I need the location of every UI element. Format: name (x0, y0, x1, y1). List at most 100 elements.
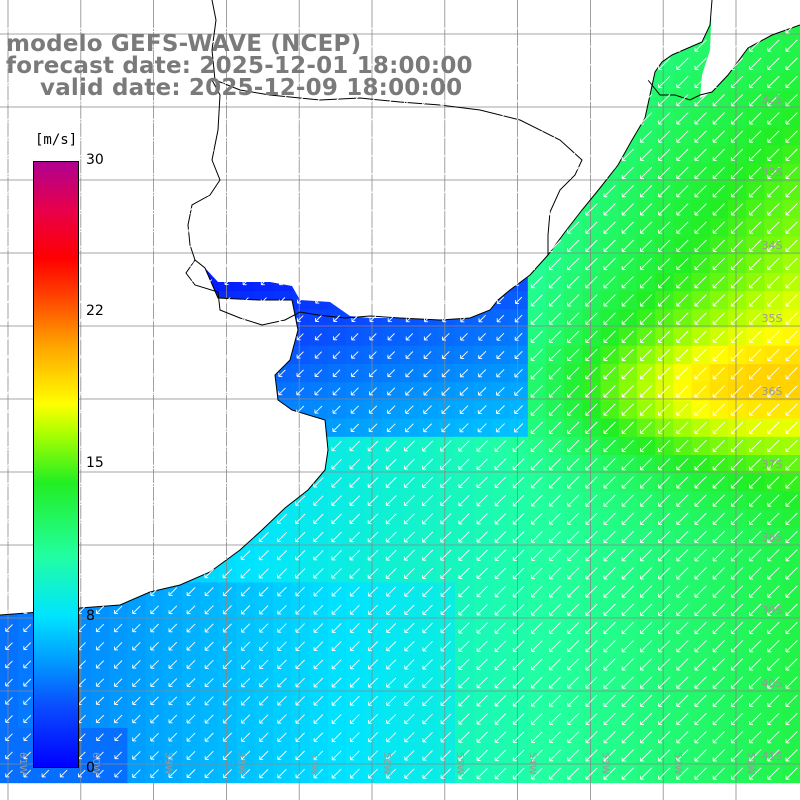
wind-arrow (404, 768, 415, 779)
wind-arrow (441, 423, 451, 433)
wind-arrow (349, 495, 361, 506)
wind-arrow (333, 279, 340, 286)
wind-arrow (96, 733, 104, 741)
wind-arrow (241, 586, 251, 597)
wind-arrow (259, 750, 269, 760)
wind-arrow (313, 440, 324, 451)
wind-arrow (406, 260, 413, 268)
wind-arrow (295, 186, 306, 197)
wind-arrow (186, 678, 196, 687)
wind-arrow (169, 333, 177, 340)
wind-arrow (132, 41, 141, 50)
wind-arrow (150, 769, 159, 778)
wind-arrow (295, 113, 306, 124)
wind-arrow (295, 440, 306, 451)
wind-arrow (222, 477, 233, 488)
wind-arrow (258, 149, 269, 160)
wind-arrow (404, 567, 415, 579)
wind-arrow (314, 369, 323, 377)
wind-arrow (424, 260, 431, 268)
wind-arrow (186, 222, 196, 233)
wind-arrow (387, 296, 395, 304)
wind-arrow (350, 714, 360, 724)
wind-arrow (423, 405, 432, 414)
wind-arrow (349, 22, 361, 33)
wind-arrow (223, 623, 232, 633)
wind-arrow (78, 387, 86, 395)
wind-arrow (150, 732, 159, 742)
wind-arrow (313, 459, 324, 470)
wind-arrow (150, 751, 159, 760)
wind-arrow (150, 568, 160, 578)
wind-arrow (132, 204, 141, 214)
wind-arrow (224, 297, 231, 304)
wind-arrow (422, 640, 433, 652)
wind-arrow (41, 95, 50, 105)
wind-arrow (367, 549, 379, 561)
wind-arrow (277, 222, 288, 233)
wind-arrow (260, 369, 268, 377)
wind-arrow (440, 167, 452, 179)
wind-arrow (114, 751, 123, 760)
wind-arrow (385, 440, 397, 452)
wind-arrow (24, 297, 30, 303)
wind-arrow (295, 750, 305, 760)
wind-arrow (406, 296, 413, 304)
wind-arrow (260, 387, 268, 396)
wind-arrow (242, 369, 250, 377)
wind-arrow (240, 550, 251, 560)
wind-arrow (186, 441, 196, 451)
wind-arrow (96, 387, 104, 395)
wind-arrow (369, 278, 377, 286)
wind-arrow (150, 241, 160, 251)
wind-arrow (222, 513, 233, 524)
wind-arrow (77, 204, 87, 214)
wind-arrow (222, 441, 233, 451)
wind-arrow (5, 241, 14, 250)
wind-arrow (385, 149, 397, 161)
wind-arrow (350, 387, 359, 396)
wind-arrow (279, 261, 285, 267)
wind-arrow (313, 495, 324, 506)
wind-arrow (205, 387, 213, 395)
wind-arrow (150, 514, 160, 524)
wind-arrow (367, 204, 379, 215)
wind-arrow (369, 333, 377, 341)
wind-arrow (96, 351, 104, 359)
wind-arrow (24, 279, 30, 285)
wind-arrow (168, 59, 178, 69)
wind-arrow (96, 623, 105, 632)
wind-arrow (204, 495, 215, 506)
wind-arrow (95, 550, 105, 560)
wind-arrow (5, 369, 13, 377)
wind-arrow (297, 315, 304, 322)
wind-arrow (204, 750, 214, 760)
wind-arrow (385, 531, 397, 543)
wind-arrow (349, 568, 361, 579)
wind-arrow (41, 41, 50, 50)
wind-arrow (295, 22, 306, 33)
wind-arrow (222, 240, 233, 251)
wind-arrow (113, 41, 123, 50)
wind-arrow (222, 131, 233, 142)
wind-arrow (132, 241, 141, 251)
wind-arrow (313, 240, 324, 251)
wind-arrow (113, 477, 123, 487)
wind-arrow (440, 549, 452, 561)
wind-arrow (368, 586, 379, 597)
wind-arrow (440, 112, 452, 124)
wind-arrow (170, 261, 176, 267)
wind-arrow (41, 132, 50, 141)
wind-arrow (150, 113, 160, 123)
wind-arrow (240, 186, 251, 196)
wind-arrow (240, 513, 251, 524)
wind-arrow (258, 186, 269, 197)
coastline-main (0, 0, 713, 616)
wind-arrow (422, 21, 434, 33)
wind-arrow (5, 733, 13, 741)
wind-arrow (186, 714, 196, 724)
wind-arrow (95, 223, 105, 232)
wind-arrow (150, 204, 160, 214)
wind-arrow (386, 713, 397, 724)
wind-arrow (423, 387, 432, 396)
